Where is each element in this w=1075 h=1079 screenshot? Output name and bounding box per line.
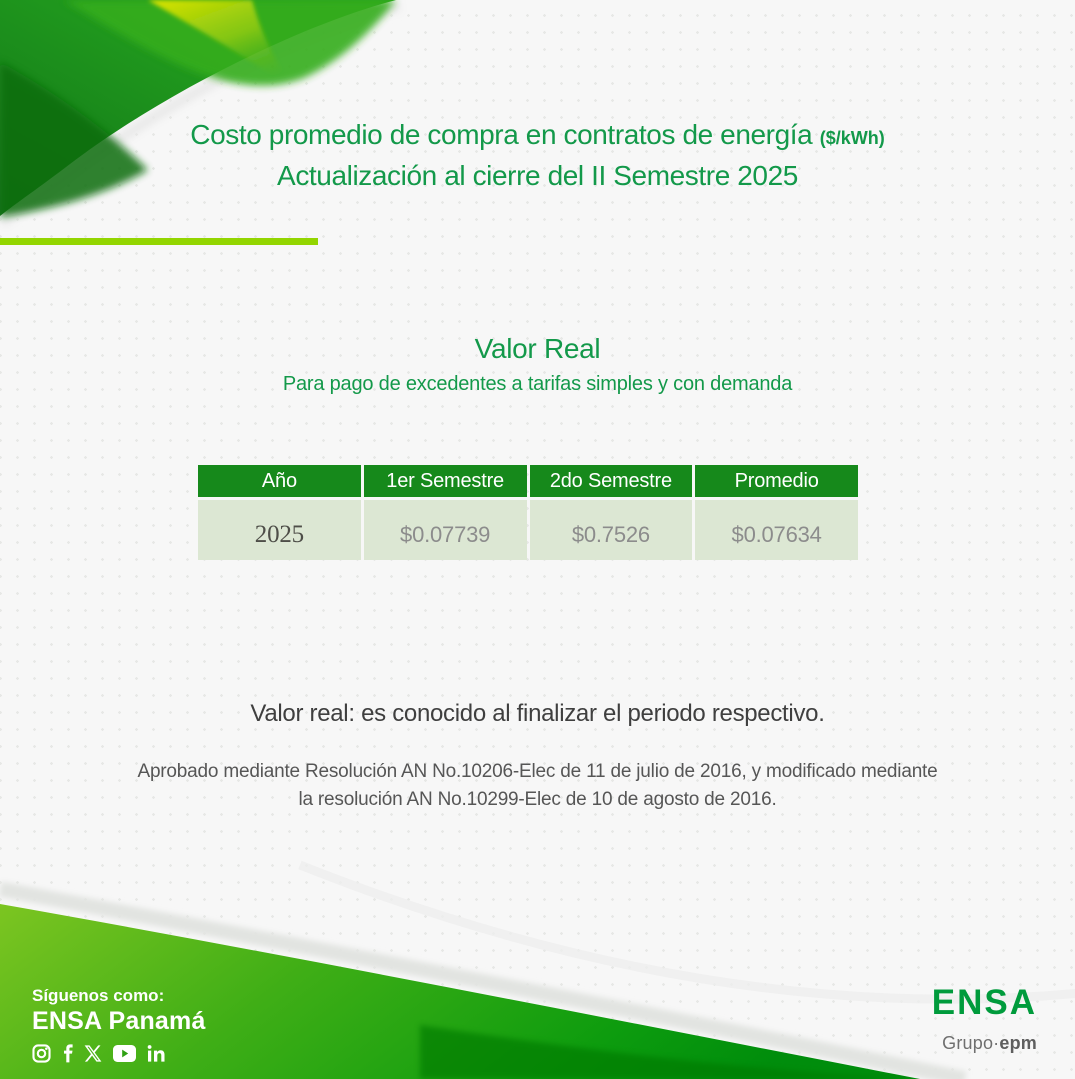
grupo-label: Grupo· (942, 1033, 1000, 1053)
section-title: Valor Real (474, 333, 601, 364)
section-subtitle: Para pago de excedentes a tarifas simple… (282, 373, 793, 395)
follow-us-label: Síguenos como: (32, 986, 165, 1005)
table-row: 2025 $0.07739 $0.7526 $0.07634 (198, 500, 858, 560)
rates-table: Año 1er Semestre 2do Semestre Promedio 2… (198, 465, 858, 560)
section-heading: Valor Real Para pago de excedentes a tar… (0, 333, 1075, 399)
top-left-swoosh-graphic (0, 0, 402, 227)
instagram-icon[interactable] (32, 1043, 51, 1063)
cell-year: 2025 (198, 500, 361, 560)
col-header-sem2: 2do Semestre (529, 465, 693, 497)
approval-note: Aprobado mediante Resolución AN No.10206… (137, 761, 938, 810)
x-icon[interactable] (84, 1044, 102, 1062)
epm-label: epm (999, 1033, 1037, 1053)
lime-divider-bar (0, 238, 318, 245)
table-header-row: Año 1er Semestre 2do Semestre Promedio (198, 465, 858, 497)
cell-average-value: $0.07634 (695, 500, 858, 560)
brand-block: ENSA Grupo·epm (932, 985, 1037, 1054)
account-name: ENSA Panamá (32, 1007, 206, 1035)
youtube-icon[interactable] (113, 1044, 136, 1062)
bottom-wave-graphic (0, 860, 1075, 1079)
facebook-icon[interactable] (62, 1043, 73, 1063)
title-subtitle: Actualización al cierre del II Semestre … (277, 160, 798, 191)
title-unit: ($/kWh) (819, 128, 885, 148)
social-icons-row (32, 1043, 206, 1063)
footer-social-block: Síguenos como: ENSA Panamá (32, 986, 206, 1063)
real-value-note: Valor real: es conocido al finalizar el … (250, 700, 825, 727)
grupo-epm-logo: Grupo·epm (932, 1033, 1037, 1054)
col-header-sem1: 1er Semestre (363, 465, 527, 497)
linkedin-icon[interactable] (147, 1044, 166, 1062)
page-title: Costo promedio de compra en contratos de… (0, 116, 1075, 195)
cell-sem2-value: $0.7526 (529, 500, 693, 560)
title-text: Costo promedio de compra en contratos de… (190, 119, 813, 150)
col-header-year: Año (198, 465, 361, 497)
col-header-average: Promedio (695, 465, 858, 497)
ensa-logo: ENSA (931, 983, 1037, 1022)
cell-sem1-value: $0.07739 (363, 500, 527, 560)
